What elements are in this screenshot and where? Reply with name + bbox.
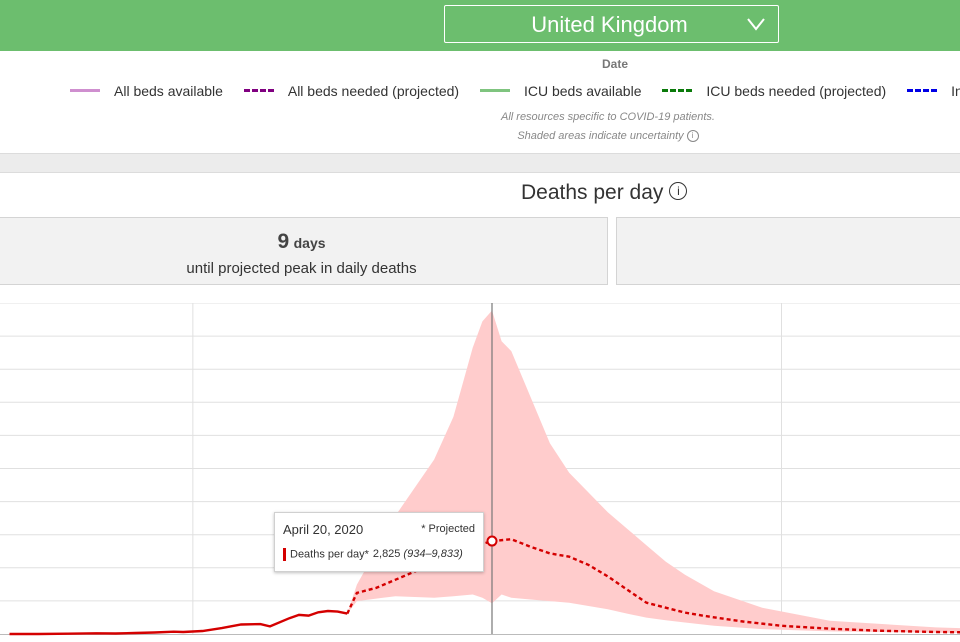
tooltip-date: April 20, 2020 [283,522,364,537]
country-select-value: United Kingdom [531,12,688,37]
series-color-marker [283,548,286,561]
legend-swatch [479,89,510,93]
stat-number: 9 [277,230,290,253]
tooltip-range: (934–9,833) [403,548,463,561]
hover-point-marker[interactable] [486,535,498,547]
uncertainty-note: Shaded areas indicate uncertainty i [0,130,960,143]
tooltip-projected-note: * Projected [421,523,475,535]
resources-note: All resources specific to COVID-19 patie… [501,111,715,123]
legend-item-icu-beds-needed[interactable]: ICU beds needed (projected) [662,83,886,99]
deaths-chart[interactable] [0,303,960,641]
legend-item-all-beds-available[interactable]: All beds available [70,83,223,99]
chart-legend: All beds available All beds needed (proj… [70,82,960,99]
country-select[interactable]: United Kingdom [444,5,779,43]
legend-swatch [70,89,100,93]
legend-swatch [662,89,693,93]
legend-item-icu-beds-available[interactable]: ICU beds available [479,83,642,99]
legend-swatch [907,89,938,93]
top-bar: United Kingdom [0,0,960,51]
tooltip-value: 2,825 [372,548,401,561]
info-icon[interactable]: i [669,182,688,201]
stat-card-secondary [616,217,960,285]
legend-item-all-beds-needed[interactable]: All beds needed (projected) [243,83,459,99]
legend-panel: Date All beds available All beds needed … [0,51,960,154]
date-label: Date [601,57,628,71]
chevron-down-icon [747,18,765,31]
deaths-line-observed [9,609,348,636]
legend-swatch [243,89,274,93]
uncertainty-band [347,310,960,633]
stat-card-peak: 9 days until projected peak in daily dea… [0,217,608,285]
chart-tooltip: April 20, 2020 * Projected Deaths per da… [274,512,484,572]
stat-unit: days [293,235,326,251]
stat-caption: until projected peak in daily deaths [186,260,417,277]
tooltip-row: Deaths per day* 2,825 (934–9,833) [283,548,463,561]
info-icon[interactable]: i [686,130,699,143]
tooltip-series-label: Deaths per day* [290,548,369,561]
deaths-chart-title: Deaths per day i [521,181,688,205]
legend-item-invasive-ventilators[interactable]: Invasiv [907,83,960,99]
